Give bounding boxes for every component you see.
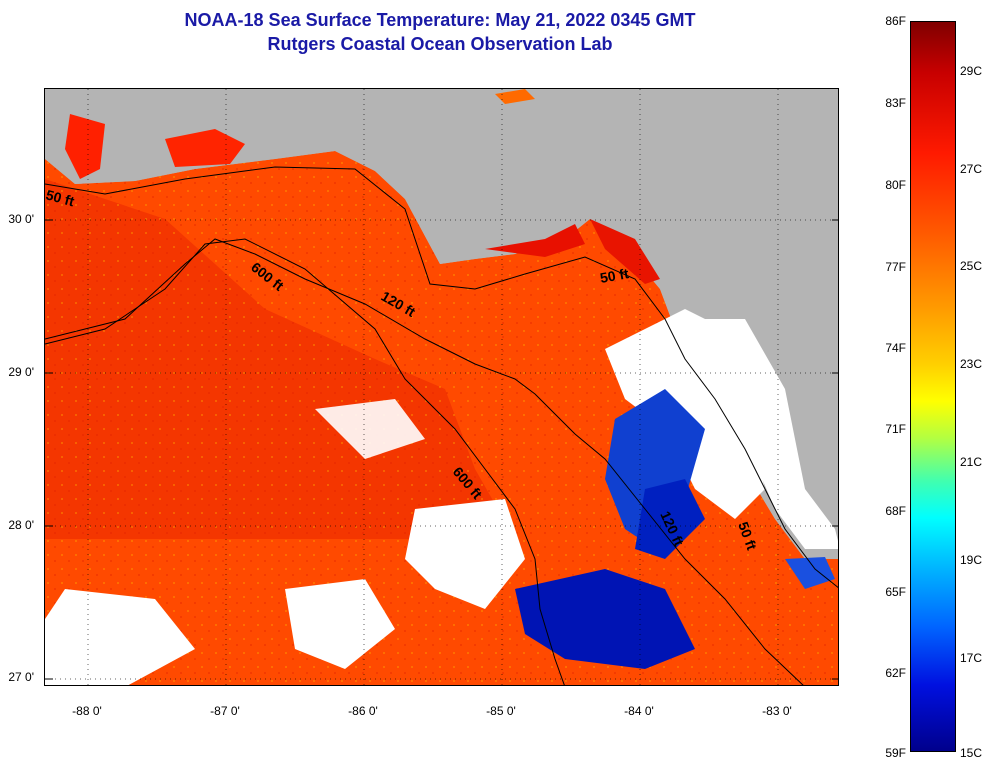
colorbar-f-86: 86F (885, 14, 906, 28)
lon-label-87: -87 0' (210, 704, 240, 718)
colorbar-c-25: 25C (960, 259, 983, 273)
contour-label-50ft-east: 50 ft (599, 265, 630, 286)
colorbar-c-27: 27C (960, 162, 983, 176)
colorbar-f-80: 80F (885, 178, 906, 192)
colorbar-f-83: 83F (885, 96, 906, 110)
lon-label-84: -84 0' (624, 704, 654, 718)
lon-label-83: -83 0' (762, 704, 792, 718)
contour-label-50ft-west: 50 ft (45, 186, 76, 209)
lon-label-85: -85 0' (486, 704, 516, 718)
temperature-colorbar (910, 21, 956, 752)
colorbar-c-29: 29C (960, 64, 983, 78)
lat-label-28: 28 0' (8, 518, 34, 532)
lon-label-86: -86 0' (348, 704, 378, 718)
cold-upwelling (515, 569, 695, 669)
colorbar-c-15: 15C (960, 746, 983, 760)
colorbar-f-65: 65F (885, 585, 906, 599)
colorbar-f-71: 71F (885, 422, 906, 436)
sst-map-graphic: 50 ft 600 ft 120 ft 50 ft 600 ft 120 ft … (45, 89, 838, 685)
depth-contours (45, 166, 838, 685)
colorbar-f-62: 62F (885, 666, 906, 680)
title-line-2: Rutgers Coastal Ocean Observation Lab (267, 34, 613, 54)
colorbar-f-59: 59F (885, 746, 906, 760)
colorbar-f-77: 77F (885, 260, 906, 274)
colorbar-c-21: 21C (960, 455, 983, 469)
lat-label-30: 30 0' (8, 212, 34, 226)
title-line-1: NOAA-18 Sea Surface Temperature: May 21,… (184, 10, 696, 30)
colorbar-c-17: 17C (960, 651, 983, 665)
lat-label-27: 27 0' (8, 670, 34, 684)
colorbar-f-74: 74F (885, 341, 906, 355)
colorbar-f-68: 68F (885, 504, 906, 518)
sst-map[interactable]: 50 ft 600 ft 120 ft 50 ft 600 ft 120 ft … (44, 88, 839, 686)
map-title: NOAA-18 Sea Surface Temperature: May 21,… (40, 8, 840, 56)
lon-label-88: -88 0' (72, 704, 102, 718)
lat-label-29: 29 0' (8, 365, 34, 379)
colorbar-c-19: 19C (960, 553, 983, 567)
land-north (45, 89, 838, 559)
colorbar-c-23: 23C (960, 357, 983, 371)
